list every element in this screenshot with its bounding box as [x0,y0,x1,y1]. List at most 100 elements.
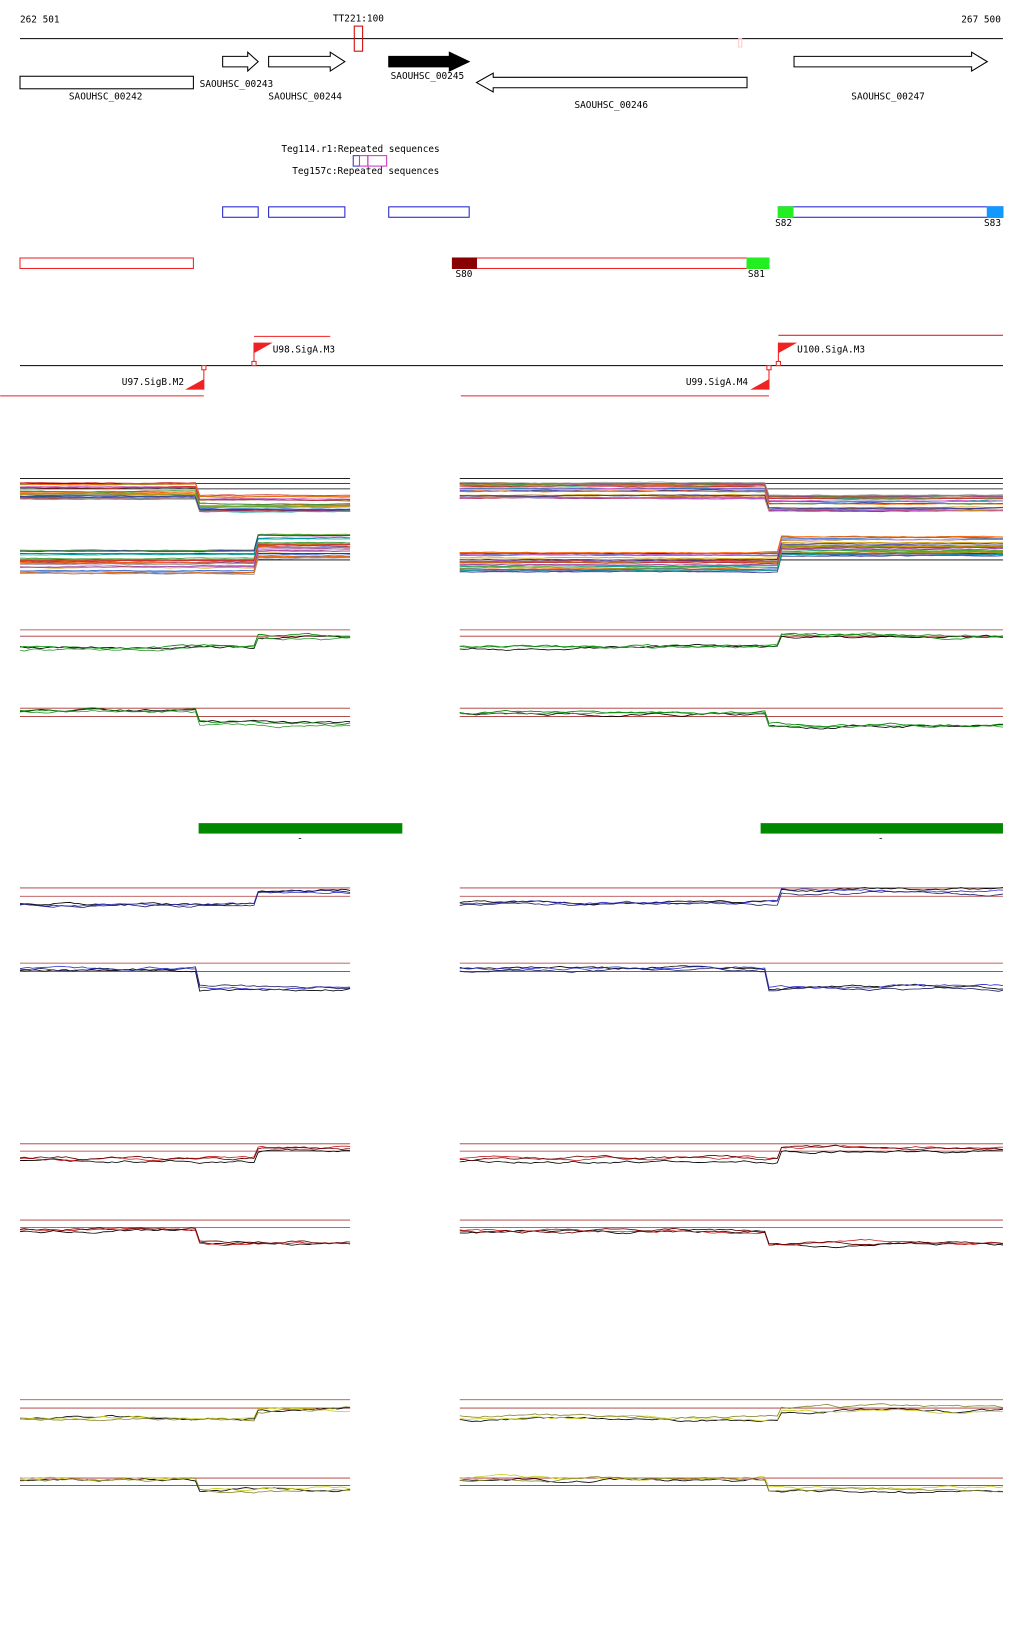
trace [459,489,1003,505]
trace [19,1227,351,1246]
trace [19,888,351,906]
trace [19,1148,351,1164]
region-bar [198,823,403,834]
ruler-start: 262 501 [20,14,60,25]
trace [459,1408,1004,1423]
trace [459,552,1003,571]
genes [19,51,989,93]
trace [459,967,1004,992]
trace [19,550,351,569]
trace [19,632,351,650]
trace [459,496,1003,511]
repeat-boxes [352,155,388,167]
trace [459,535,1003,554]
promoter-label: U100.SigA.M3 [797,344,865,355]
trace [459,634,1003,651]
trace [459,632,1004,649]
repeat-label: Teg114.r1:Repeated sequences [281,144,439,155]
trace [459,481,1003,497]
trace [459,966,1004,989]
trace [459,547,1003,566]
trace [19,544,351,563]
segments-blue [222,206,1004,218]
trace [19,482,351,497]
trace [459,494,1003,509]
trace [459,965,1003,991]
trace [19,707,351,725]
trace [459,709,1003,728]
trace [19,637,351,652]
region-mark: - [878,833,884,844]
trace [19,635,351,650]
trace [19,541,351,560]
trace [459,1228,1004,1246]
trace [19,889,351,909]
trace [19,546,351,565]
trace [459,542,1003,561]
promoter-label: U99.SigA.M4 [686,377,749,388]
trace [19,549,351,568]
trace [459,890,1004,906]
repeat-label: Teg157c:Repeated sequences [292,166,439,177]
trace [19,1477,351,1494]
trace [459,1149,1003,1165]
region-bar [760,823,1003,834]
trace [459,538,1003,556]
region-mark: - [297,833,303,844]
ruler: 262 501 267 500 TT221:100 [19,13,1003,52]
trace [459,554,1003,574]
trace [19,486,351,501]
promoter-label: U97.SigB.M2 [122,377,184,388]
trace [459,541,1003,560]
trace [19,1146,351,1161]
segment-label: S80 [455,269,472,280]
trace [19,1228,351,1246]
trace [19,491,351,507]
trace [19,966,351,990]
gene-label: SAOUHSC_00245 [391,71,464,82]
trace [19,891,351,908]
trace [459,487,1003,503]
trace [19,542,351,561]
trace [19,555,351,573]
trace [19,534,351,553]
trace [19,1407,351,1421]
trace [459,711,1003,729]
trace [19,968,351,992]
ruler-marker: TT221:100 [333,13,384,24]
segments-red [19,257,770,269]
trace [459,551,1003,570]
trace [19,965,351,991]
trace [459,1228,1004,1246]
trace [19,483,351,498]
trace [459,1408,1003,1422]
trace [459,485,1003,500]
trace [19,492,351,508]
trace [19,1407,351,1421]
trace [19,708,351,724]
trace [19,1406,351,1422]
trace [19,536,351,555]
trace [19,490,351,505]
segment-label: S82 [775,218,792,229]
trace [19,557,351,575]
gene-label: SAOUHSC_00246 [574,100,648,111]
trace [459,554,1003,572]
trace [459,546,1003,565]
trace [19,495,351,510]
trace [459,1476,1003,1493]
gene-label: SAOUHSC_00242 [69,92,143,103]
trace [459,1403,1004,1421]
trace [19,553,351,572]
segment-label: S83 [984,218,1001,229]
trace [19,495,351,511]
trace [19,1227,351,1245]
trace [459,1229,1004,1249]
trace [19,497,351,513]
trace [19,538,351,556]
ruler-end: 267 500 [961,14,1001,25]
gene-label: SAOUHSC_00247 [851,92,925,103]
gene-label: SAOUHSC_00244 [268,92,342,103]
